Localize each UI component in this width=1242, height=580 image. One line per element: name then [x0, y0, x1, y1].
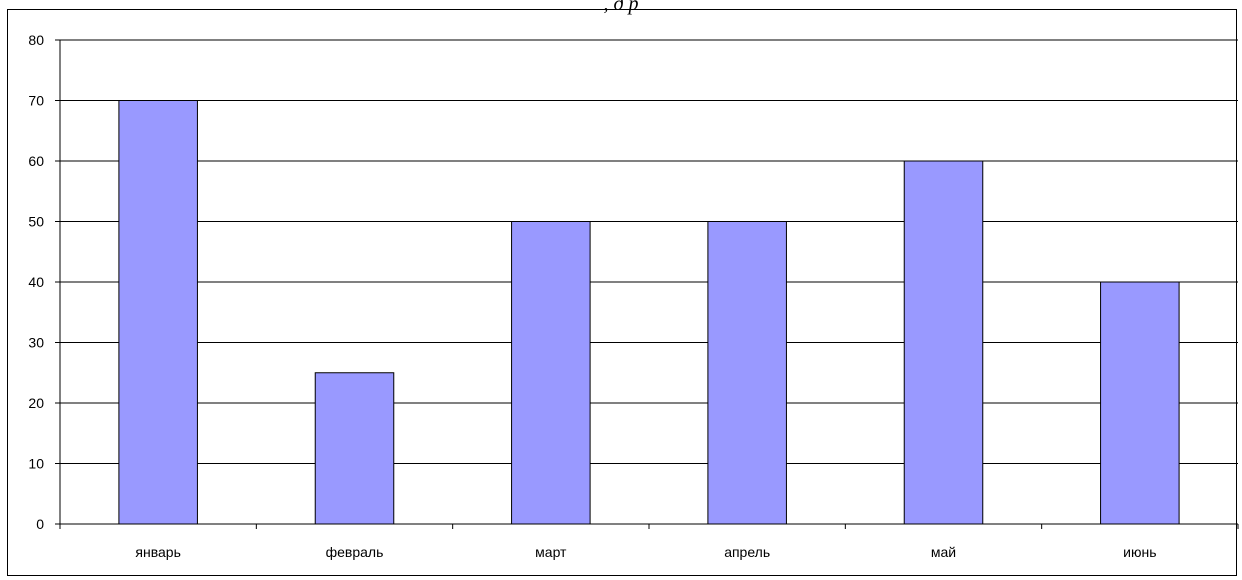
gridlines	[60, 39, 1238, 464]
bar-апрель	[707, 221, 787, 525]
y-tick-label: 80	[28, 32, 44, 48]
y-tick-label: 30	[28, 335, 44, 351]
x-category-label: май	[931, 544, 956, 560]
bar-март	[511, 221, 591, 525]
x-category-label: февраль	[326, 544, 384, 560]
y-tick-label: 50	[28, 214, 44, 230]
bar-май	[903, 160, 984, 525]
x-category-label: март	[535, 544, 567, 560]
bars	[118, 100, 1180, 525]
bar-июнь	[1100, 281, 1180, 525]
bar-январь	[118, 100, 198, 525]
y-tick-label: 0	[36, 516, 44, 532]
chart-frame	[7, 9, 1237, 576]
x-category-label: апрель	[724, 544, 770, 560]
axes	[55, 39, 1239, 529]
y-tick-label: 60	[28, 153, 44, 169]
y-tick-label: 40	[28, 274, 44, 290]
x-category-label: январь	[135, 544, 180, 560]
y-tick-label: 20	[28, 395, 44, 411]
y-tick-label: 10	[28, 456, 44, 472]
labels: 0 10 20 30 40 50 60 70 80 январь февраль март апрель…	[28, 32, 1156, 560]
bar-февраль	[314, 372, 395, 525]
chart-title-fragment: , д р	[603, 0, 639, 15]
y-tick-label: 70	[28, 93, 44, 109]
x-category-label: июнь	[1123, 544, 1156, 560]
